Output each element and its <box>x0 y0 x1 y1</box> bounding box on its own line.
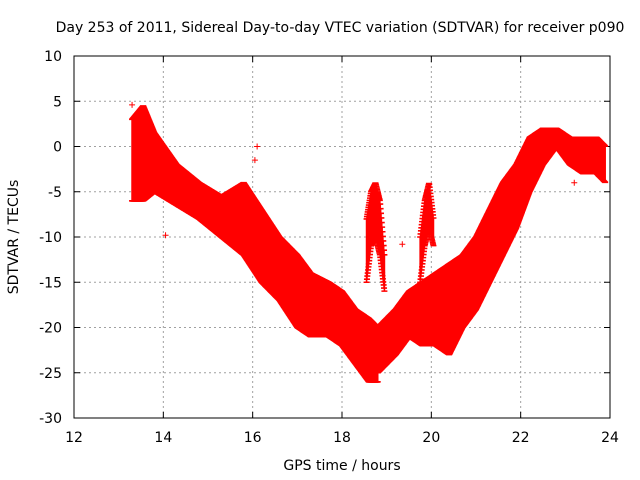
plot-frame <box>73 55 611 419</box>
data-point <box>129 101 136 108</box>
y-tick-labels: 10 5 0 -5 -10 -15 -20 -25 -30 <box>39 49 62 427</box>
x-tick-label: 16 <box>244 430 262 446</box>
y-tick-label: -25 <box>39 366 62 382</box>
data-point <box>381 254 388 292</box>
data-point <box>251 157 258 164</box>
data-points <box>129 101 609 383</box>
y-tick-label: -20 <box>39 321 62 337</box>
y-tick-label: 10 <box>44 49 62 65</box>
data-point <box>162 232 169 239</box>
data-point <box>430 217 437 247</box>
y-tick-label: -15 <box>39 275 62 291</box>
y-tick-label: 0 <box>53 140 62 156</box>
x-tick-labels: 12 14 16 18 20 22 24 <box>65 430 619 446</box>
data-point <box>254 143 261 150</box>
x-tick-label: 24 <box>601 430 619 446</box>
y-tick-label: -10 <box>39 230 62 246</box>
x-tick-label: 14 <box>154 430 172 446</box>
data-point <box>602 145 609 184</box>
data-point <box>399 241 406 248</box>
chart-title: Day 253 of 2011, Sidereal Day-to-day VTE… <box>56 20 625 36</box>
data-point <box>571 179 578 186</box>
y-axis-label: SDTVAR / TECUs <box>6 180 22 295</box>
x-tick-label: 22 <box>512 430 530 446</box>
x-axis-label: GPS time / hours <box>283 458 400 474</box>
y-tick-label: -5 <box>48 185 62 201</box>
x-tick-label: 12 <box>65 430 83 446</box>
x-tick-label: 18 <box>333 430 351 446</box>
x-tick-label: 20 <box>422 430 440 446</box>
y-tick-label: 5 <box>53 94 62 110</box>
y-tick-label: -30 <box>39 411 62 427</box>
